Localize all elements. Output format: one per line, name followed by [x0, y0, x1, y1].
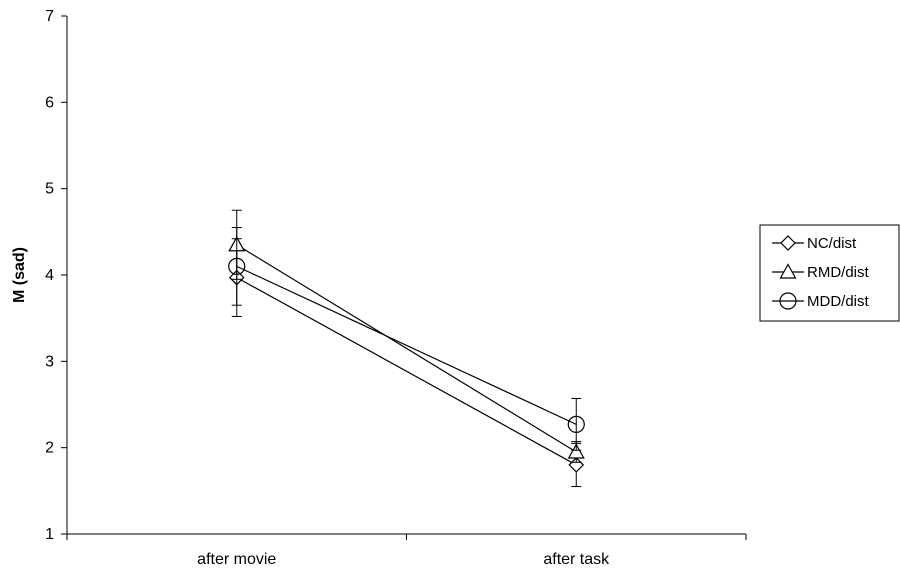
series-line — [236, 277, 577, 466]
series-nc-dist — [228, 238, 585, 488]
data-point — [567, 443, 585, 459]
y-tick-label: 4 — [45, 267, 54, 284]
y-tick-label: 2 — [45, 440, 54, 457]
legend-marker — [779, 263, 797, 279]
legend-label: RMD/dist — [807, 264, 870, 281]
y-tick-label: 3 — [45, 353, 54, 370]
plot-area — [228, 209, 585, 488]
legend-marker — [780, 235, 796, 251]
y-axis-title: M (sad) — [11, 247, 28, 303]
y-tick-label: 6 — [45, 94, 54, 111]
series-line — [236, 265, 577, 425]
data-point — [567, 415, 585, 433]
x-tick-label: after task — [543, 551, 610, 568]
y-tick-label: 1 — [45, 526, 54, 543]
series-rmd-dist — [228, 209, 585, 463]
legend-label: MDD/dist — [807, 293, 870, 310]
x-tick-label: after movie — [197, 551, 276, 568]
legend-marker — [779, 292, 797, 310]
y-tick-label: 7 — [45, 8, 54, 25]
series-line — [236, 244, 577, 453]
legend-item: RMD/dist — [772, 263, 870, 281]
legend-item: MDD/dist — [772, 292, 870, 310]
y-tick-label: 5 — [45, 181, 54, 198]
series-mdd-dist — [228, 227, 585, 451]
axes: 1 2 3 4 5 6 7 after movie after task M (sad) — [11, 8, 747, 568]
legend-label: NC/dist — [807, 235, 857, 252]
data-point — [228, 257, 246, 275]
legend: NC/dist RMD/dist MDD/dist — [759, 224, 900, 322]
legend-item: NC/dist — [772, 235, 857, 252]
